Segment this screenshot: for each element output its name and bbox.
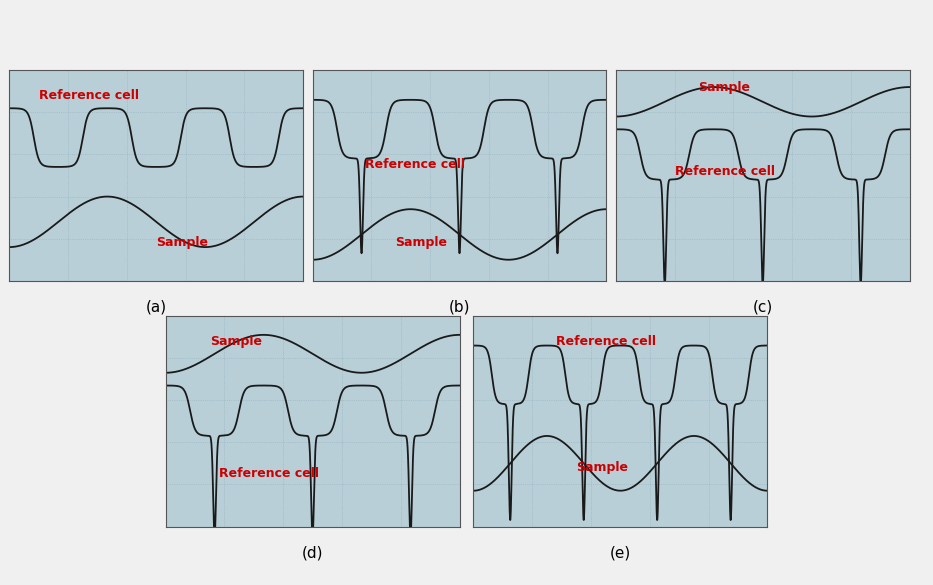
- Text: (b): (b): [449, 300, 470, 315]
- Text: Reference cell: Reference cell: [366, 159, 466, 171]
- Text: (c): (c): [753, 300, 773, 315]
- Text: (e): (e): [610, 545, 631, 560]
- Text: Sample: Sample: [210, 335, 261, 347]
- Text: Reference cell: Reference cell: [218, 467, 318, 480]
- Text: Sample: Sample: [698, 81, 750, 94]
- Text: Sample: Sample: [577, 461, 628, 474]
- Text: (d): (d): [301, 545, 324, 560]
- Text: Reference cell: Reference cell: [556, 335, 656, 347]
- Text: Sample: Sample: [157, 236, 208, 249]
- Text: Reference cell: Reference cell: [675, 165, 774, 178]
- Text: Reference cell: Reference cell: [39, 89, 139, 102]
- Text: Sample: Sample: [395, 236, 447, 249]
- Text: (a): (a): [146, 300, 167, 315]
